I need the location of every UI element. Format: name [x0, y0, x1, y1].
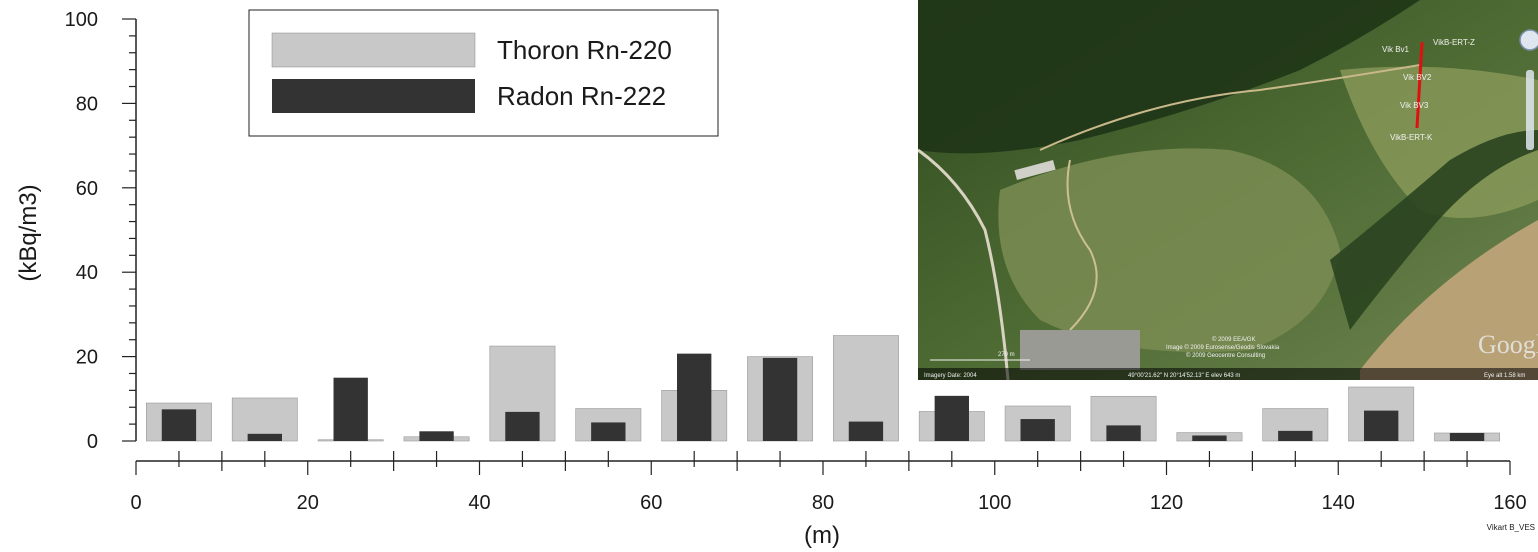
buildings: [1020, 330, 1140, 370]
footnote: Vikart B_VES: [1487, 523, 1535, 532]
y-tick-label: 0: [87, 431, 98, 453]
map-eye-alt: Eye alt 1.58 km: [1484, 373, 1525, 379]
map-label: VikB-ERT-K: [1390, 133, 1433, 142]
road: [918, 148, 1010, 380]
y-tick-label: 80: [76, 93, 98, 115]
bar-radon: [161, 409, 197, 441]
bar-radon: [848, 421, 884, 441]
bar-radon: [505, 411, 540, 441]
track: [1066, 159, 1098, 331]
legend: Thoron Rn-220 Radon Rn-222: [248, 9, 719, 137]
map-status-bar: [918, 368, 1538, 380]
x-tick-label: 80: [812, 492, 834, 514]
legend-label-radon: Radon Rn-222: [497, 81, 666, 111]
map-label: Vik Bv1: [1382, 45, 1410, 54]
map-label: Vik BV3: [1400, 101, 1429, 110]
x-tick-label: 0: [130, 492, 141, 514]
bar-radon: [333, 377, 368, 441]
survey-line: [1415, 41, 1424, 129]
x-tick-label: 40: [468, 492, 490, 514]
y-tick-label: 40: [76, 262, 98, 284]
map-label: Vik BV2: [1403, 73, 1432, 82]
legend-swatch-radon: [272, 79, 475, 113]
bar-radon: [762, 357, 798, 441]
bar-series: [146, 335, 1500, 442]
zoom-slider[interactable]: [1526, 70, 1534, 150]
bar-radon: [1449, 432, 1485, 441]
x-tick-label: 20: [297, 492, 319, 514]
y-axis-title: (kBq/m3): [15, 184, 42, 281]
x-tick-label: 60: [640, 492, 662, 514]
bar-radon: [1192, 435, 1227, 441]
bar-radon: [1278, 430, 1313, 441]
map-copyright: © 2009 EEA/GK: [1212, 336, 1255, 343]
x-tick-label: 160: [1493, 492, 1526, 514]
legend-swatch-thoron: [271, 32, 476, 68]
axes: 0 20 40 60 80 100 0 20 40 60 80 100 120 140 160: [65, 9, 1527, 514]
x-axis-title: (m): [804, 522, 840, 549]
forest-area: [918, 0, 1420, 154]
bar-radon: [1364, 410, 1399, 441]
y-tick-label: 20: [76, 347, 98, 369]
bar-radon: [934, 395, 969, 441]
forest-strip: [1330, 130, 1538, 330]
legend-label-thoron: Thoron Rn-220: [497, 35, 672, 65]
x-tick-label: 120: [1150, 492, 1183, 514]
building: [1014, 159, 1056, 181]
y-tick-label: 60: [76, 178, 98, 200]
compass-icon[interactable]: [1519, 29, 1538, 51]
map-label: VikB-ERT-Z: [1433, 38, 1475, 47]
bar-radon: [591, 422, 626, 441]
map-imagery-date: Imagery Date: 2004: [924, 373, 977, 379]
google-logo: Google: [1478, 330, 1538, 359]
meadow-area: [998, 148, 1340, 352]
legend-box: [248, 9, 719, 137]
map-inset: VikB-ERT-Z Vik Bv1 Vik BV2 Vik BV3 VikB-…: [918, 0, 1538, 380]
bar-radon: [419, 431, 454, 441]
map-copyright: Image © 2009 Eurosense/Geodis Slovakia: [1166, 344, 1280, 351]
bar-radon: [677, 353, 712, 441]
field-area: [1360, 220, 1538, 380]
x-tick-label: 100: [978, 492, 1011, 514]
track: [1039, 64, 1421, 151]
map-navigation-controls[interactable]: [1519, 29, 1538, 150]
meadow-area: [1340, 66, 1538, 219]
map-copyright: © 2009 Geocentre Consulting: [1186, 352, 1265, 359]
map-scale-label: 270 m: [998, 352, 1015, 358]
bar-radon: [1020, 419, 1055, 441]
map-coordinates: 49°00'21.62" N 20°14'52.13" E elev 643 m: [1128, 373, 1240, 379]
bar-radon: [1106, 425, 1141, 441]
bar-radon: [247, 433, 282, 441]
x-tick-label: 140: [1322, 492, 1355, 514]
y-tick-label: 100: [65, 9, 98, 31]
